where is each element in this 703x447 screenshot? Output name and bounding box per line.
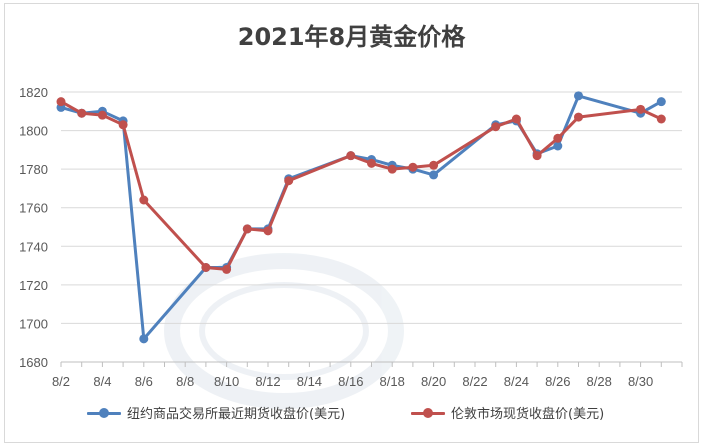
y-tick-label-1760: 1760	[19, 201, 48, 216]
data-point	[118, 120, 128, 130]
legend-item-london: 伦敦市场现货收盘价(美元)	[411, 403, 604, 422]
y-tick-labels: 1680 1700 1720 1740 1760 1780 1800 1820	[19, 85, 48, 370]
data-point	[201, 263, 211, 272]
x-tick-labels: 8/2 8/4 8/6 8/8 8/10 8/12 8/14 8/16 8/18 8/20 8/22…	[52, 374, 653, 389]
x-tick-label: 8/28	[587, 374, 612, 389]
x-tick-label: 8/24	[504, 374, 529, 389]
data-point	[56, 97, 66, 107]
data-point	[511, 114, 521, 124]
x-tick-label: 8/16	[338, 374, 363, 389]
data-point	[429, 170, 439, 180]
data-point	[491, 122, 501, 132]
data-point	[429, 160, 439, 170]
data-point	[532, 151, 542, 161]
series-layer	[56, 91, 666, 344]
series-0	[56, 91, 666, 344]
x-tick-label: 8/20	[421, 374, 446, 389]
y-tick-label-1740: 1740	[19, 239, 48, 254]
chart-title: 2021年8月黄金价格	[237, 23, 466, 51]
x-tick-label: 8/18	[380, 374, 405, 389]
data-point	[656, 114, 666, 124]
x-tick-label: 8/4	[93, 374, 111, 389]
data-point	[263, 226, 273, 236]
x-tick-label: 8/14	[297, 374, 322, 389]
data-point	[346, 151, 356, 161]
y-tick-label-1780: 1780	[19, 162, 48, 177]
data-point	[553, 141, 563, 151]
data-point	[574, 112, 583, 122]
series-line-1	[59, 100, 663, 271]
data-point	[222, 264, 232, 274]
x-tick-label: 8/30	[628, 374, 653, 389]
y-tick-label-1720: 1720	[19, 278, 48, 293]
x-tick-label: 8/10	[214, 374, 239, 389]
x-tick-label: 8/26	[545, 374, 570, 389]
x-tick-label: 8/2	[52, 374, 70, 389]
legend-label-nymex: 纽约商品交易所最近期货收盘价(美元)	[127, 407, 346, 422]
legend-swatch-london	[411, 406, 445, 420]
y-tick-label-1700: 1700	[19, 316, 48, 331]
legend-swatch-nymex	[87, 406, 121, 420]
data-point	[387, 164, 397, 174]
data-point	[636, 104, 646, 114]
data-point	[656, 97, 666, 107]
series-1	[56, 97, 666, 274]
x-tick-label: 8/12	[255, 374, 280, 389]
legend-label-london: 伦敦市场现货收盘价(美元)	[451, 407, 605, 422]
axes	[60, 361, 683, 367]
y-tick-label-1680: 1680	[19, 355, 48, 370]
data-point	[77, 108, 87, 118]
y-tick-label-1800: 1800	[19, 124, 48, 139]
data-point	[574, 91, 583, 101]
x-tick-label: 8/6	[135, 374, 153, 389]
data-point	[139, 195, 149, 205]
x-tick-label: 8/22	[462, 374, 487, 389]
x-tick-label: 8/8	[176, 374, 194, 389]
data-point	[408, 162, 418, 172]
data-point	[139, 334, 149, 344]
legend: 纽约商品交易所最近期货收盘价(美元) 伦敦市场现货收盘价(美元)	[0, 403, 703, 425]
y-tick-label-1820: 1820	[19, 85, 48, 100]
data-point	[242, 224, 252, 234]
series-line-0	[59, 94, 663, 341]
data-point	[284, 176, 294, 186]
data-point	[97, 110, 107, 120]
gridlines	[61, 91, 682, 324]
data-point	[367, 158, 376, 168]
legend-item-nymex: 纽约商品交易所最近期货收盘价(美元)	[87, 403, 345, 422]
data-point	[553, 133, 563, 143]
chart-frame	[4, 3, 699, 443]
